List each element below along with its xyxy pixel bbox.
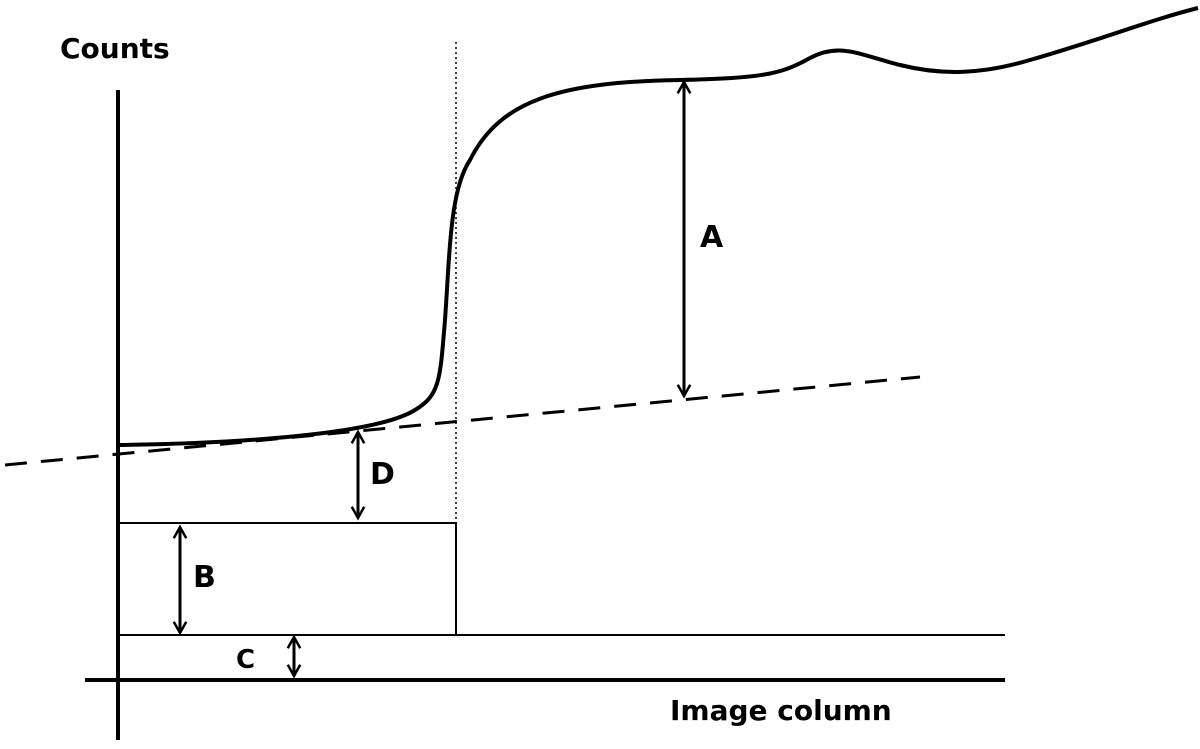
step-profile [118,522,1005,636]
label-a: A [700,220,724,255]
count-curve [117,6,1199,447]
y-axis-label: Counts [60,32,170,65]
label-d: D [370,457,395,492]
x-axis-label: Image column [670,694,892,727]
baseline-dashed [4,375,921,467]
label-b: B [193,560,216,595]
label-c: C [236,645,255,675]
